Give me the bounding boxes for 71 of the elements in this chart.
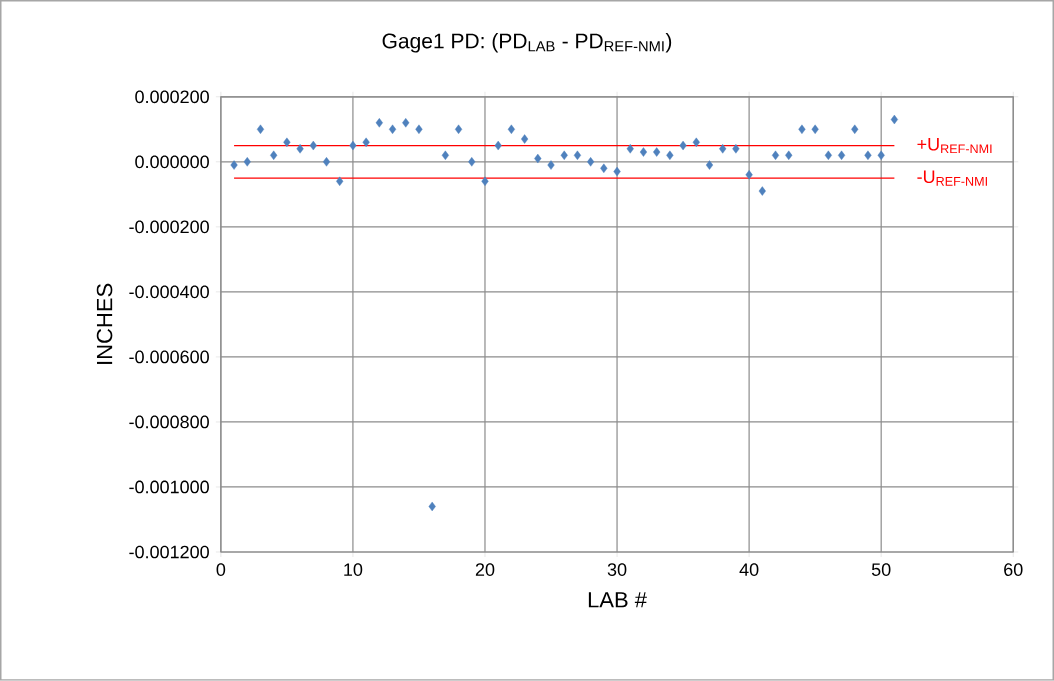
point (811, 124, 819, 135)
point (402, 118, 410, 128)
x-tick-label: 60 (1004, 563, 1023, 577)
point (375, 118, 383, 128)
point (705, 160, 714, 170)
point (534, 153, 542, 164)
point (547, 160, 555, 170)
point (230, 160, 238, 170)
x-tick-label: 0 (216, 563, 226, 577)
x-tick-label: 10 (344, 563, 363, 577)
point (322, 157, 331, 167)
point (837, 150, 846, 161)
point (309, 140, 317, 151)
point (573, 150, 582, 161)
point (521, 134, 529, 144)
chart-title: Gage1 PD: (PD$_{LAB}$ - PD$_{REF-NMI}$) (382, 33, 672, 53)
point (864, 150, 872, 161)
point (798, 124, 806, 135)
point (494, 140, 502, 151)
point (666, 150, 674, 161)
point (428, 501, 436, 512)
x-tick-label: 30 (607, 563, 627, 577)
point (600, 163, 608, 174)
point (639, 147, 648, 157)
point (692, 137, 700, 148)
point (851, 124, 859, 135)
point (626, 144, 634, 154)
point (613, 166, 621, 177)
point (890, 114, 898, 125)
point (679, 140, 687, 151)
point (349, 140, 357, 151)
ref-line-label: +U$_{REF-NMI}$ (917, 138, 992, 154)
point (877, 150, 885, 161)
point (587, 157, 595, 167)
point (785, 150, 793, 161)
y-axis-title: INCHES (96, 283, 113, 365)
point (719, 144, 727, 154)
point (455, 124, 463, 135)
point (771, 150, 780, 161)
y-tick-label: -0.000600 (129, 350, 209, 364)
point (468, 157, 476, 167)
point (283, 137, 291, 148)
point (336, 176, 344, 187)
point (415, 124, 423, 135)
point (824, 150, 832, 161)
y-tick-label: -0.001000 (129, 480, 209, 494)
point (388, 124, 397, 135)
y-tick-label: 0.000200 (135, 90, 209, 104)
x-axis-title: LAB # (588, 592, 647, 608)
x-tick-label: 20 (475, 563, 495, 577)
point (296, 144, 304, 154)
point (758, 186, 766, 196)
y-tick-label: -0.000400 (129, 285, 209, 299)
point (270, 150, 278, 161)
point (507, 124, 515, 135)
point (362, 137, 370, 148)
point (441, 150, 449, 161)
point (745, 170, 753, 180)
point (560, 150, 568, 161)
ref-line-label: -U$_{REF-NMI}$ (917, 170, 987, 186)
point (732, 144, 740, 154)
y-tick-label: 0.000000 (135, 155, 209, 169)
point (481, 176, 489, 187)
x-tick-label: 50 (871, 563, 891, 577)
x-tick-label: 40 (739, 563, 759, 577)
y-tick-label: -0.001200 (129, 545, 209, 559)
point (256, 124, 265, 135)
y-tick-label: -0.000200 (129, 220, 209, 234)
y-tick-label: -0.000800 (129, 415, 209, 429)
point (653, 147, 661, 157)
point (243, 157, 251, 167)
